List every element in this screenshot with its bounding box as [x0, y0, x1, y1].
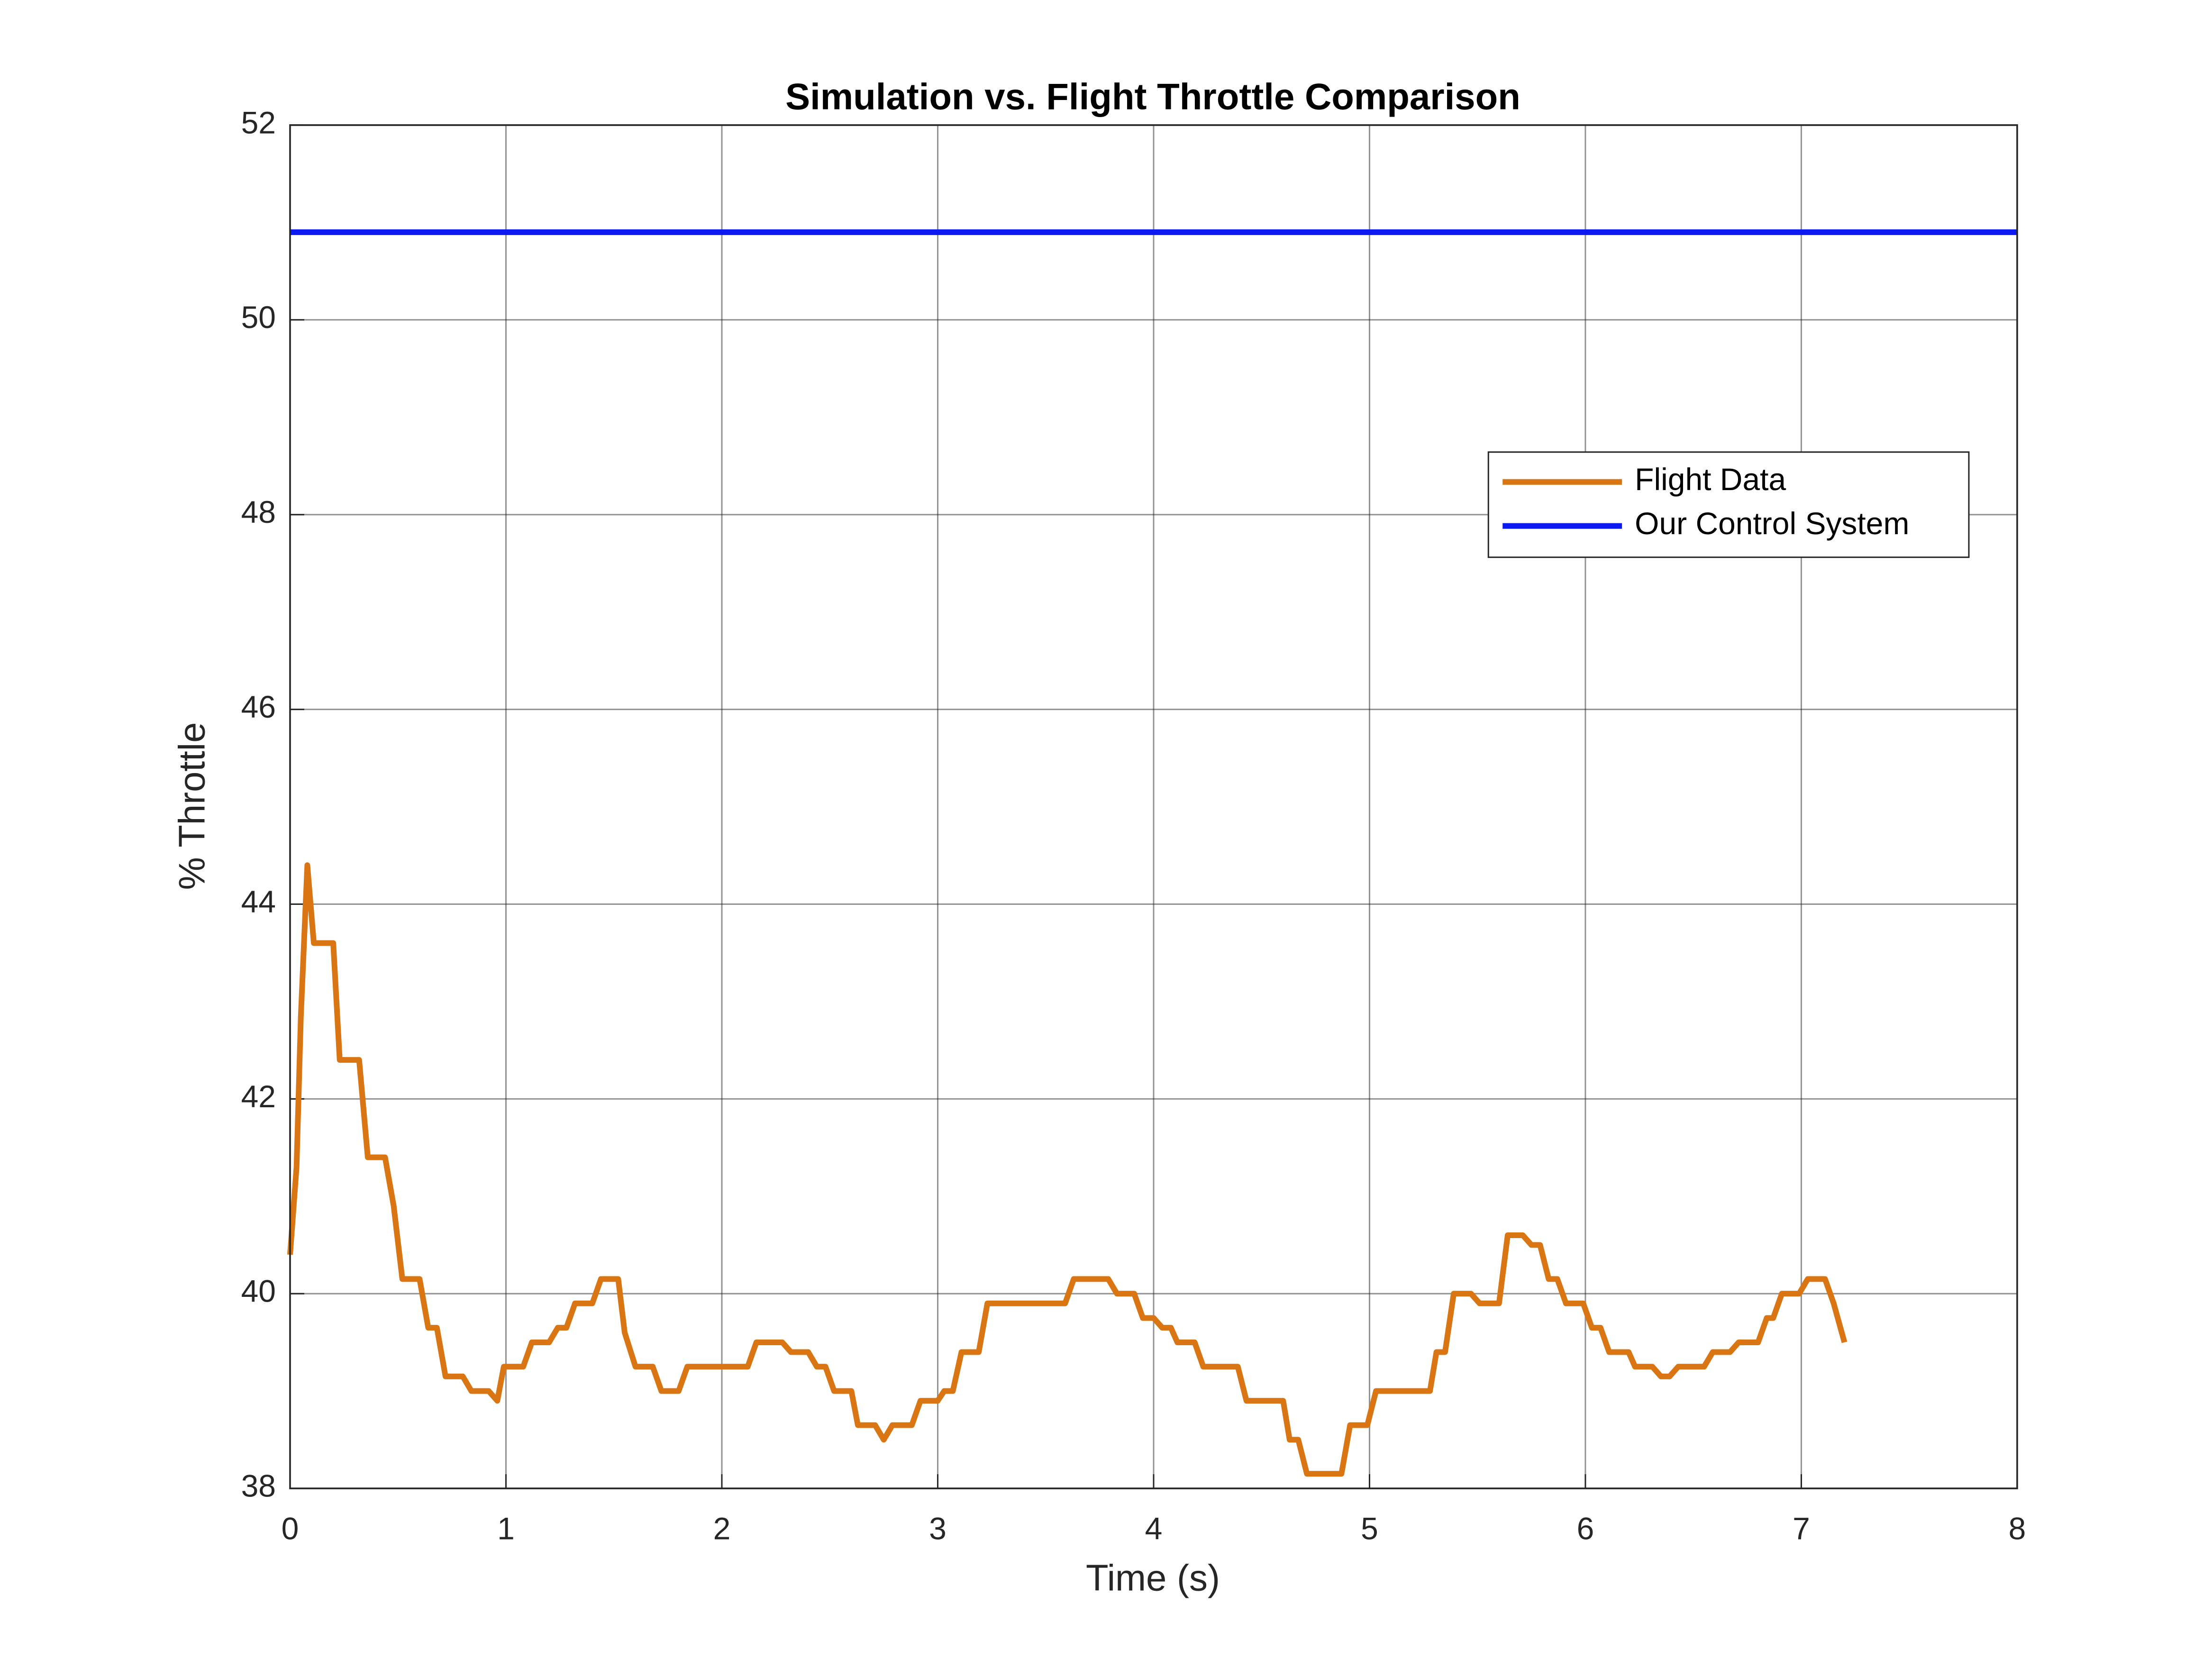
legend-label: Our Control System — [1635, 506, 1909, 541]
y-tick-label: 40 — [241, 1274, 276, 1309]
y-tick-label: 48 — [241, 494, 276, 529]
y-tick-label: 38 — [241, 1468, 276, 1504]
x-tick-label: 5 — [1361, 1511, 1378, 1546]
legend-box — [1487, 451, 1970, 558]
x-tick-label: 3 — [929, 1511, 947, 1546]
chart-title: Simulation vs. Flight Throttle Compariso… — [785, 76, 1520, 118]
y-tick-label: 52 — [241, 105, 276, 140]
x-tick-label: 4 — [1145, 1511, 1163, 1546]
data-line — [287, 862, 1848, 1477]
x-tick-label: 0 — [282, 1511, 299, 1546]
y-tick-label: 44 — [241, 884, 276, 919]
axes-box — [289, 124, 2018, 1489]
x-tick-label: 7 — [1793, 1511, 1810, 1546]
legend-label: Flight Data — [1635, 462, 1786, 497]
y-tick-label: 50 — [241, 300, 276, 335]
y-tick-label: 42 — [241, 1079, 276, 1114]
x-axis-label: Time (s) — [1086, 1557, 1220, 1599]
y-axis-label: % Throttle — [171, 722, 213, 890]
x-tick-label: 8 — [2009, 1511, 2026, 1546]
y-tick-label: 46 — [241, 689, 276, 724]
x-tick-label: 6 — [1577, 1511, 1594, 1546]
legend: Flight Data Our Control System — [1487, 451, 1970, 558]
x-tick-label: 1 — [497, 1511, 515, 1546]
plot-area — [287, 229, 2017, 1477]
x-tick-label: 2 — [713, 1511, 731, 1546]
